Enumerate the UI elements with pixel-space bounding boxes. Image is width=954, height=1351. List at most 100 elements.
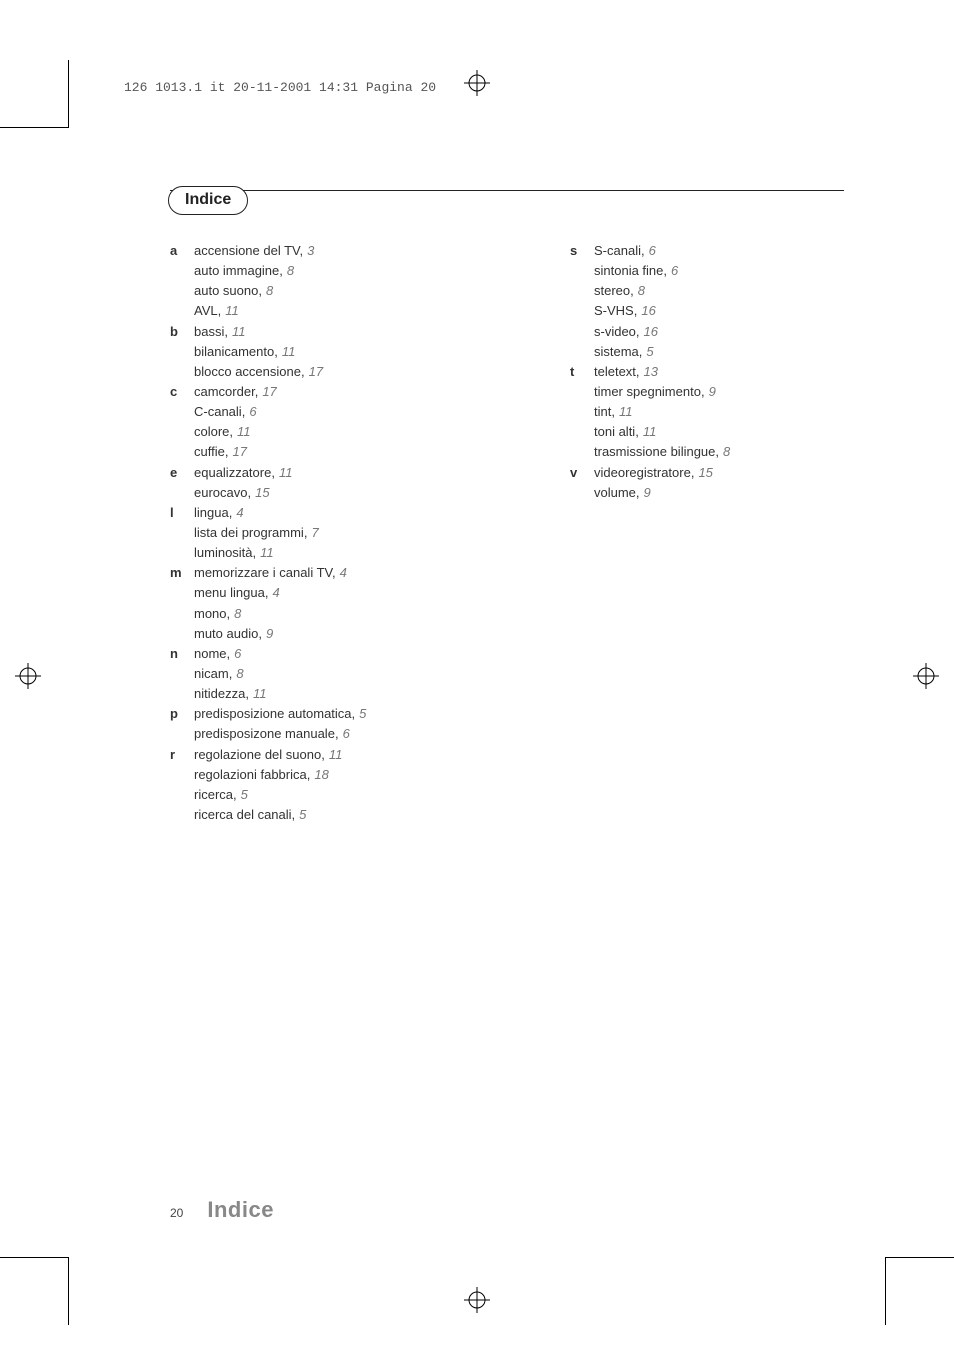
index-page: 8 xyxy=(287,263,294,278)
preprint-meta: 126 1013.1 it 20-11-2001 14:31 Pagina 20 xyxy=(124,80,436,95)
index-entry: ricerca del canali,5 xyxy=(194,805,450,825)
separator: , xyxy=(630,283,634,298)
section-title: Indice xyxy=(168,186,248,215)
index-entry: equalizzatore,11 xyxy=(194,463,450,483)
separator: , xyxy=(245,686,249,701)
index-page: 11 xyxy=(282,344,296,359)
index-page: 16 xyxy=(641,303,655,318)
separator: , xyxy=(636,485,640,500)
separator: , xyxy=(227,646,231,661)
index-entry: C-canali,6 xyxy=(194,402,450,422)
separator: , xyxy=(229,666,233,681)
index-page: 6 xyxy=(249,404,256,419)
index-term: menu lingua xyxy=(194,585,265,600)
separator: , xyxy=(255,384,259,399)
index-term: s-video xyxy=(594,324,636,339)
index-term: memorizzare i canali TV xyxy=(194,565,332,580)
separator: , xyxy=(279,263,283,278)
index-letter-group: sS-canali,6sintonia fine,6stereo,8S-VHS,… xyxy=(570,241,830,362)
index-letter: e xyxy=(170,463,194,503)
index-term: sintonia fine xyxy=(594,263,663,278)
index-page: 11 xyxy=(329,747,343,762)
index-term: eurocavo xyxy=(194,485,247,500)
separator: , xyxy=(227,606,231,621)
index-term: S-canali xyxy=(594,243,641,258)
index-term: ricerca del canali xyxy=(194,807,292,822)
index-page: 11 xyxy=(260,545,274,560)
index-entry: predisposizione automatica,5 xyxy=(194,704,450,724)
index-page: 17 xyxy=(262,384,276,399)
index-term: auto immagine xyxy=(194,263,279,278)
separator: , xyxy=(636,324,640,339)
index-page: 11 xyxy=(253,686,267,701)
separator: , xyxy=(229,505,233,520)
index-term: toni alti xyxy=(594,424,635,439)
index-terms: lingua,4lista dei programmi,7luminosità,… xyxy=(194,503,450,563)
index-term: mono xyxy=(194,606,227,621)
index-term: auto suono xyxy=(194,283,258,298)
index-page: 18 xyxy=(314,767,328,782)
page-number: 20 xyxy=(170,1206,183,1220)
index-term: nome xyxy=(194,646,227,661)
separator: , xyxy=(636,364,640,379)
separator: , xyxy=(332,565,336,580)
index-page: 6 xyxy=(649,243,656,258)
index-entry: muto audio,9 xyxy=(194,624,450,644)
crop-mark xyxy=(0,1257,68,1258)
index-page: 3 xyxy=(307,243,314,258)
index-page: 17 xyxy=(309,364,323,379)
index-letter: s xyxy=(570,241,594,362)
registration-mark-icon xyxy=(15,663,41,689)
separator: , xyxy=(335,726,339,741)
index-entry: toni alti,11 xyxy=(594,422,830,442)
index-entry: sistema,5 xyxy=(594,342,830,362)
index-entry: teletext,13 xyxy=(594,362,830,382)
index-page: 9 xyxy=(709,384,716,399)
index-term: camcorder xyxy=(194,384,255,399)
index-term: lista dei programmi xyxy=(194,525,304,540)
index-page: 13 xyxy=(644,364,658,379)
separator: , xyxy=(218,303,222,318)
index-entry: tint,11 xyxy=(594,402,830,422)
index-term: C-canali xyxy=(194,404,242,419)
index-term: nicam xyxy=(194,666,229,681)
index-column-left: aaccensione del TV,3auto immagine,8auto … xyxy=(170,241,450,825)
index-term: predisposizione automatica xyxy=(194,706,352,721)
index-term: lingua xyxy=(194,505,229,520)
index-entry: ricerca,5 xyxy=(194,785,450,805)
index-entry: bilanicamento,11 xyxy=(194,342,450,362)
index-letter: n xyxy=(170,644,194,704)
index-entry: nicam,8 xyxy=(194,664,450,684)
index-terms: bassi,11bilanicamento,11blocco accension… xyxy=(194,322,450,382)
index-entry: luminosità,11 xyxy=(194,543,450,563)
index-term: tint xyxy=(594,404,611,419)
separator: , xyxy=(301,364,305,379)
index-page: 11 xyxy=(279,465,293,480)
page-footer: 20 Indice xyxy=(170,1197,274,1223)
index-entry: lingua,4 xyxy=(194,503,450,523)
index-term: regolazioni fabbrica xyxy=(194,767,307,782)
registration-mark-icon xyxy=(464,70,490,96)
index-page: 8 xyxy=(236,666,243,681)
separator: , xyxy=(292,807,296,822)
index-term: trasmissione bilingue xyxy=(594,444,715,459)
index-page: 4 xyxy=(236,505,243,520)
index-term: luminosità xyxy=(194,545,253,560)
index-page: 15 xyxy=(255,485,269,500)
separator: , xyxy=(229,424,233,439)
index-entry: sintonia fine,6 xyxy=(594,261,830,281)
index-entry: lista dei programmi,7 xyxy=(194,523,450,543)
index-entry: s-video,16 xyxy=(594,322,830,342)
index-letter-group: tteletext,13timer spegnimento,9tint,11to… xyxy=(570,362,830,463)
index-page: 9 xyxy=(644,485,651,500)
separator: , xyxy=(304,525,308,540)
index-entry: cuffie,17 xyxy=(194,442,450,462)
separator: , xyxy=(321,747,325,762)
index-entry: stereo,8 xyxy=(594,281,830,301)
index-entry: regolazioni fabbrica,18 xyxy=(194,765,450,785)
index-page: 8 xyxy=(723,444,730,459)
index-page: 8 xyxy=(234,606,241,621)
index-letter-group: bbassi,11bilanicamento,11blocco accensio… xyxy=(170,322,450,382)
index-entry: bassi,11 xyxy=(194,322,450,342)
index-terms: predisposizione automatica,5predisposizo… xyxy=(194,704,450,744)
